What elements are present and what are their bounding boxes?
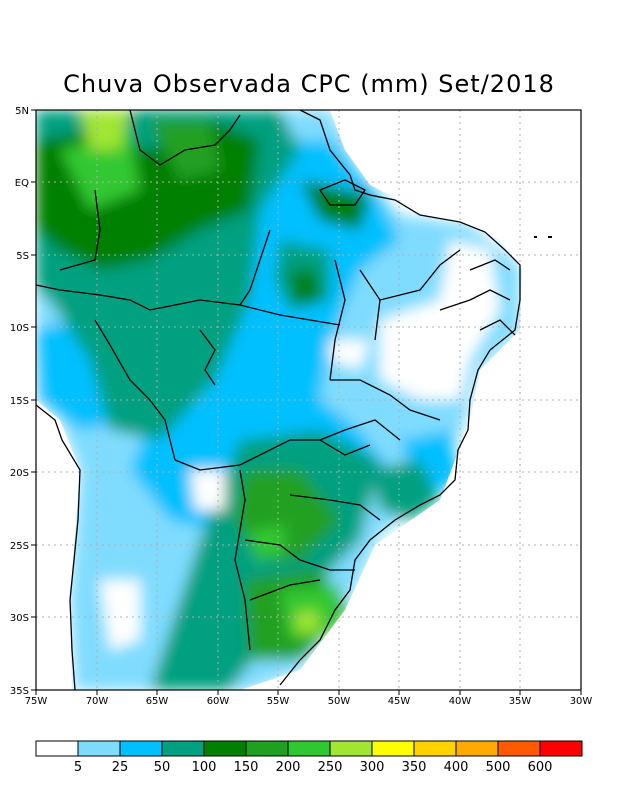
lat-tick-label: EQ bbox=[15, 178, 29, 189]
lat-tick-label: 10S bbox=[10, 323, 29, 334]
colorbar-swatch bbox=[413, 740, 457, 757]
colorbar-swatch bbox=[539, 740, 583, 757]
colorbar-label: 5 bbox=[74, 760, 82, 775]
lon-tick-label: 65W bbox=[146, 696, 169, 707]
colorbar-swatch bbox=[245, 740, 289, 757]
colorbar-swatch bbox=[77, 740, 121, 757]
lon-tick-label: 50W bbox=[328, 696, 351, 707]
lon-tick-label: 35W bbox=[509, 696, 532, 707]
lat-tick-label: 15S bbox=[10, 396, 29, 407]
colorbar-label: 150 bbox=[234, 760, 259, 775]
colorbar-swatch bbox=[119, 740, 163, 757]
lon-tick-label: 30W bbox=[570, 696, 593, 707]
colorbar-label: 25 bbox=[112, 760, 129, 775]
colorbar-swatch bbox=[287, 740, 331, 757]
colorbar-label: 400 bbox=[444, 760, 469, 775]
lon-tick-label: 40W bbox=[449, 696, 472, 707]
island-markers bbox=[534, 236, 552, 238]
colorbar bbox=[35, 740, 583, 757]
colorbar-swatch bbox=[371, 740, 415, 757]
colorbar-label: 250 bbox=[318, 760, 343, 775]
colorbar-swatch bbox=[329, 740, 373, 757]
colorbar-label: 100 bbox=[192, 760, 217, 775]
lon-tick-label: 60W bbox=[207, 696, 230, 707]
colorbar-label: 50 bbox=[154, 760, 171, 775]
map-title: Chuva Observada CPC (mm) Set/2018 bbox=[63, 70, 555, 98]
lon-tick-label: 55W bbox=[267, 696, 290, 707]
latitude-ticks bbox=[31, 109, 36, 691]
colorbar-swatch bbox=[161, 740, 205, 757]
colorbar-swatch bbox=[455, 740, 499, 757]
coastline-and-borders bbox=[35, 109, 521, 691]
colorbar-label: 500 bbox=[486, 760, 511, 775]
colorbar-label: 350 bbox=[402, 760, 427, 775]
colorbar-labels: 5 25 50 100 150 200 250 300 350 400 500 … bbox=[74, 760, 553, 775]
colorbar-swatch bbox=[203, 740, 247, 757]
lon-tick-label: 75W bbox=[25, 696, 48, 707]
lat-tick-label: 35S bbox=[10, 686, 29, 697]
longitude-ticks bbox=[35, 690, 582, 695]
lat-tick-label: 30S bbox=[10, 613, 29, 624]
colorbar-label: 200 bbox=[276, 760, 301, 775]
lat-tick-label: 5N bbox=[15, 106, 29, 117]
lon-tick-label: 45W bbox=[388, 696, 411, 707]
lat-tick-label: 5S bbox=[16, 251, 29, 262]
colorbar-swatch bbox=[497, 740, 541, 757]
colorbar-label: 600 bbox=[528, 760, 553, 775]
colorbar-swatch bbox=[35, 740, 79, 757]
lon-tick-label: 70W bbox=[86, 696, 109, 707]
colorbar-label: 300 bbox=[360, 760, 385, 775]
lat-tick-label: 25S bbox=[10, 541, 29, 552]
lat-tick-label: 20S bbox=[10, 468, 29, 479]
